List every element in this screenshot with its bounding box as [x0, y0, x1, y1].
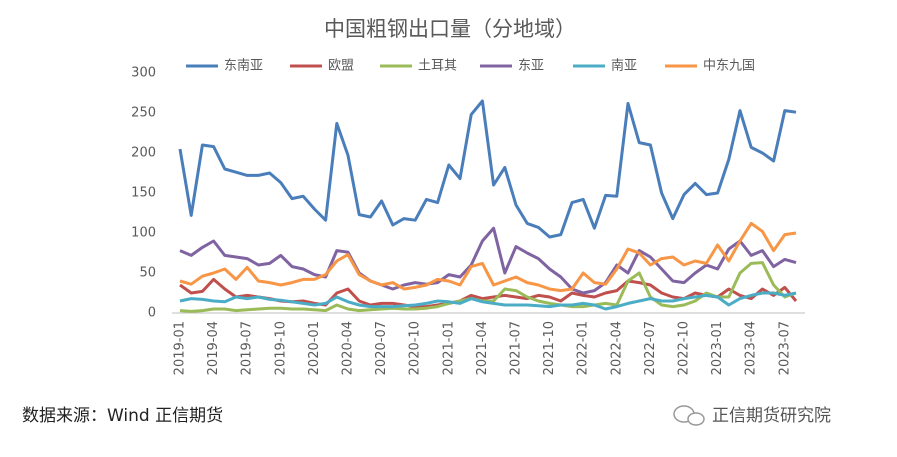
x-tick-label: 2019-01 — [173, 321, 188, 375]
x-tick-label: 2022-01 — [576, 321, 591, 375]
legend-label: 欧盟 — [328, 59, 354, 74]
legend-label: 东亚 — [518, 59, 544, 74]
x-tick-label: 2020-04 — [341, 321, 356, 375]
y-tick-label: 300 — [131, 66, 156, 81]
x-tick-label: 2023-01 — [710, 321, 725, 375]
series-line — [178, 99, 797, 239]
y-tick-label: 100 — [131, 226, 156, 241]
y-tick-label: 250 — [131, 106, 156, 121]
x-tick-label: 2021-04 — [475, 321, 490, 375]
legend-label: 东南亚 — [224, 58, 263, 74]
series-line — [179, 226, 797, 295]
x-tick-label: 2019-07 — [240, 321, 255, 375]
y-tick-label: 200 — [131, 146, 156, 161]
x-tick-label: 2020-10 — [408, 321, 423, 375]
x-tick-label: 2023-07 — [777, 321, 792, 375]
series-line — [179, 261, 797, 313]
x-tick-label: 2019-10 — [273, 321, 288, 375]
x-tick-label: 2021-10 — [542, 321, 557, 375]
x-tick-label: 2021-07 — [509, 321, 524, 375]
x-tick-label: 2020-07 — [374, 321, 389, 375]
watermark-icon — [673, 405, 705, 426]
y-tick-label: 150 — [131, 186, 156, 201]
x-tick-label: 2023-04 — [744, 321, 759, 375]
x-tick-label: 2019-04 — [206, 321, 221, 375]
watermark: 正信期货研究院 — [712, 406, 831, 426]
legend-label: 南亚 — [611, 58, 637, 74]
x-tick-label: 2022-10 — [677, 321, 692, 375]
legend-label: 中东九国 — [703, 59, 755, 74]
x-tick-label: 2020-01 — [307, 321, 322, 375]
series-line — [179, 291, 797, 311]
y-tick-label: 0 — [148, 306, 156, 321]
source-note: 数据来源：Wind 正信期货 — [22, 406, 223, 426]
series-line — [179, 221, 797, 293]
y-tick-label: 50 — [139, 266, 156, 281]
chart-title: 中国粗钢出口量（分地域） — [324, 17, 576, 41]
x-tick-label: 2022-07 — [643, 321, 658, 375]
x-tick-label: 2022-04 — [609, 321, 624, 375]
x-tick-label: 2021-01 — [441, 321, 456, 375]
legend-label: 土耳其 — [418, 59, 457, 74]
